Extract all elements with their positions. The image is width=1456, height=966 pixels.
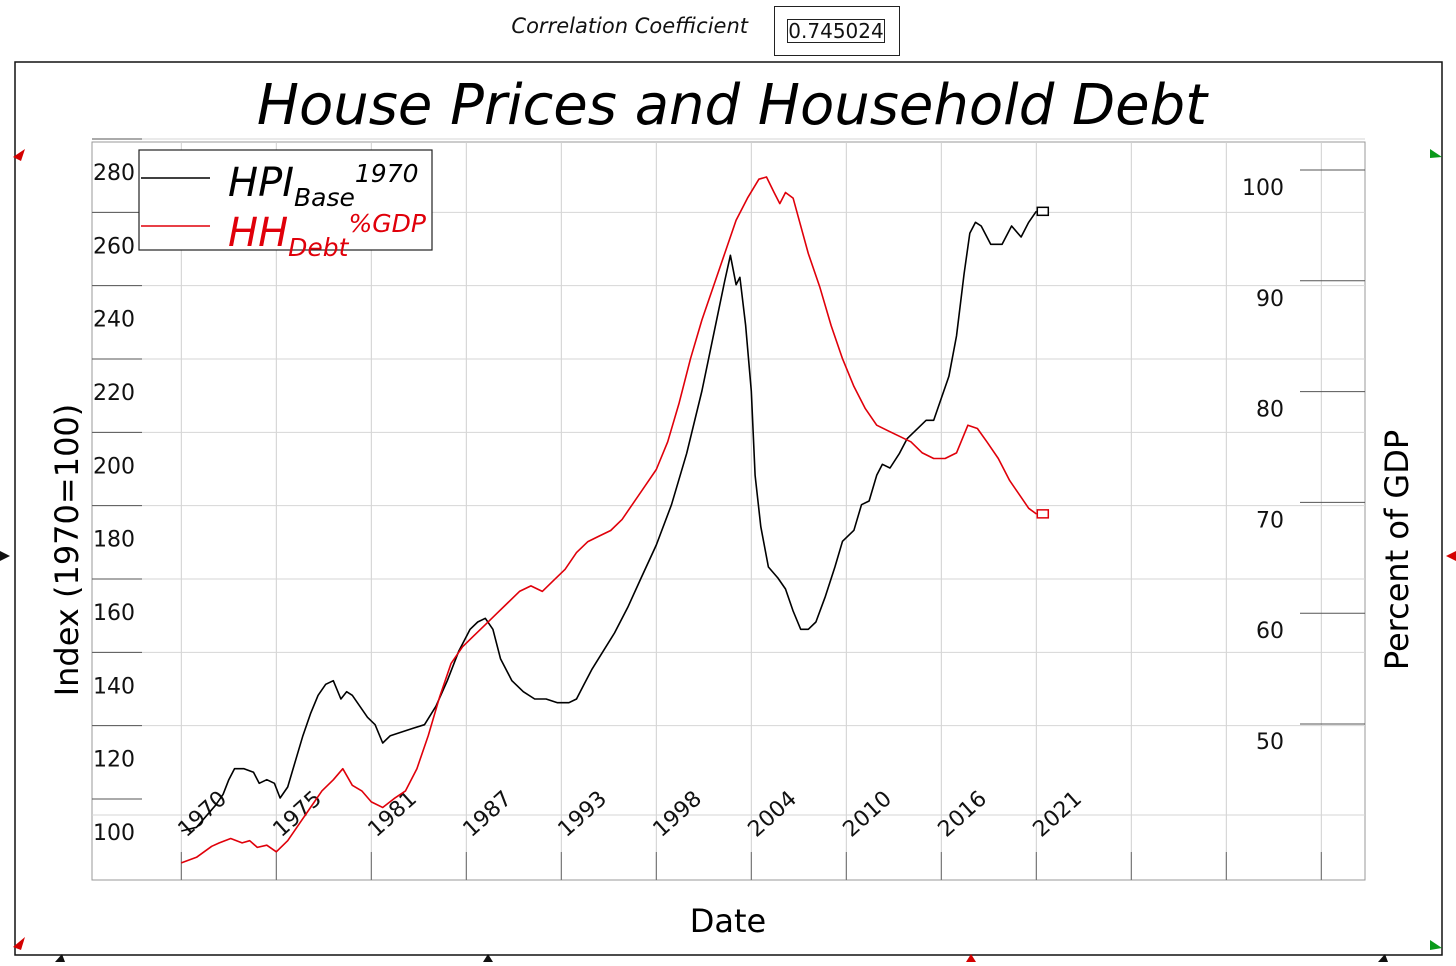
grid	[92, 138, 1365, 880]
legend-hpi-sup: 1970	[355, 159, 419, 188]
y-right-tick-label: 70	[1256, 508, 1284, 533]
legend-hpi-base: HPI	[228, 160, 294, 206]
resize-marker-icon[interactable]	[1430, 149, 1442, 158]
legend-box	[138, 149, 433, 251]
resize-marker-icon[interactable]	[1446, 551, 1456, 561]
y-axis-right-title: Percent of GDP	[1378, 430, 1416, 670]
y-left-tick-label: 220	[93, 381, 135, 406]
y-right-tick-label: 50	[1256, 730, 1284, 755]
resize-marker-icon[interactable]	[55, 954, 65, 962]
y-left-tick-label: 140	[93, 674, 135, 699]
y-left-tick-label: 120	[93, 748, 135, 773]
y-left-tick-label: 100	[93, 821, 135, 846]
series-end-marker-hh-debt[interactable]	[1036, 509, 1050, 519]
x-axis-title: Date	[690, 902, 766, 940]
y-right-tick-label: 90	[1256, 287, 1284, 312]
y-left-tick-label: 260	[93, 234, 135, 259]
resize-marker-icon[interactable]	[1430, 940, 1442, 950]
y-left-tick-label: 280	[93, 161, 135, 186]
frame-markers	[0, 149, 1456, 962]
y-right-tick-label: 100	[1242, 176, 1284, 201]
correlation-value-field[interactable]: 0.745024	[787, 19, 885, 43]
series-line-hpi[interactable]	[181, 210, 1037, 832]
y-left-tick-label: 240	[93, 308, 135, 333]
series-end-marker-hpi[interactable]	[1036, 206, 1050, 217]
y-left-tick-label: 200	[93, 454, 135, 479]
correlation-label: Correlation Coefficient	[511, 14, 748, 38]
legend-debt-sup: %GDP	[348, 209, 426, 238]
legend-entry-debt: HHDebt%GDP	[228, 209, 427, 262]
y-left-tick-label: 160	[93, 601, 135, 626]
legend-hpi-sub: Base	[294, 183, 355, 212]
y-right-tick-label: 80	[1256, 398, 1284, 423]
legend-debt-base: HH	[228, 210, 288, 256]
resize-marker-icon[interactable]	[0, 551, 10, 561]
legend-entry-hpi: HPIBase1970	[228, 159, 419, 212]
chart-title: House Prices and Household Debt	[257, 73, 1209, 138]
chart-frame	[14, 61, 1443, 956]
legend-debt-sub: Debt	[288, 233, 350, 262]
series-line-hh-debt[interactable]	[181, 176, 1037, 864]
y-left-tick-label: 180	[93, 528, 135, 553]
resize-marker-icon[interactable]	[966, 954, 976, 962]
y-right-tick-label: 60	[1256, 619, 1284, 644]
series-layer	[181, 176, 1050, 864]
correlation-box: 0.745024	[774, 6, 900, 56]
legend[interactable]: HPIBase1970 HHDebt%GDP	[138, 149, 433, 262]
resize-marker-icon[interactable]	[13, 937, 25, 950]
resize-marker-icon[interactable]	[1378, 954, 1388, 962]
y-axis-left-title: Index (1970=100)	[48, 404, 86, 697]
resize-marker-icon[interactable]	[13, 149, 25, 161]
resize-marker-icon[interactable]	[483, 954, 493, 962]
